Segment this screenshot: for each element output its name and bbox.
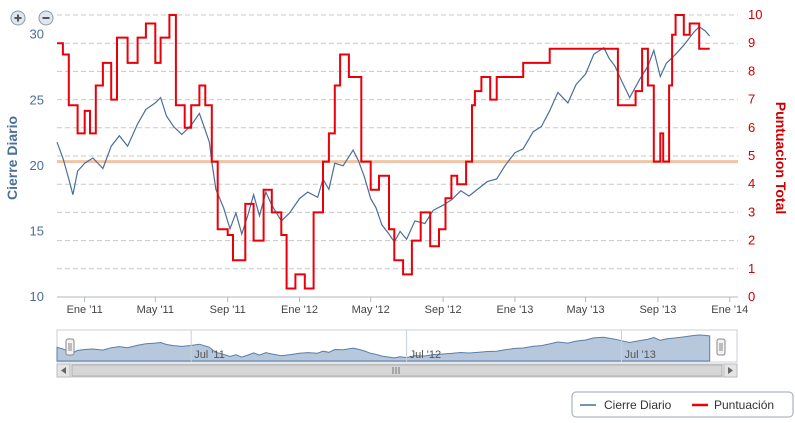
zoom-out-button[interactable] <box>38 10 54 26</box>
series-line-puntuacion <box>57 14 710 290</box>
x-tick-label: Sep '11 <box>210 304 246 316</box>
x-tick-label: Ene '12 <box>281 304 318 316</box>
arrow-left-icon <box>61 367 66 374</box>
zoom-in-icon <box>14 14 22 22</box>
x-tick-label: May '12 <box>352 304 390 316</box>
arrow-right-icon <box>728 367 733 374</box>
y-right-tick-label: 8 <box>748 63 755 78</box>
y-left-tick-label: 25 <box>30 92 44 107</box>
navigator-labels: Jul '11 Jul '12 Jul '13 <box>190 330 656 362</box>
x-tick-label: Ene '13 <box>496 304 533 316</box>
zoom-in-button[interactable] <box>10 10 26 26</box>
y-left-tick-label: 20 <box>30 158 44 173</box>
y-right-tick-label: 1 <box>748 261 755 276</box>
legend-label: Cierre Diario <box>604 398 672 412</box>
x-tick-label: May '13 <box>566 304 604 316</box>
x-tick-label: Sep '13 <box>639 304 676 316</box>
navigator-left-handle[interactable] <box>65 338 75 356</box>
navigator-label: Jul '12 <box>410 349 441 361</box>
y-right-tick-label: 4 <box>748 176 755 191</box>
navigator-right-handle[interactable] <box>716 338 726 356</box>
legend-label: Puntuación <box>714 398 774 412</box>
y-left-tick-label: 30 <box>30 27 44 42</box>
y-left-tick-label: 10 <box>30 289 44 304</box>
y-right-axis-title: Puntuacion Total <box>773 102 789 215</box>
navigator-area <box>56 334 711 362</box>
scrollbar-thumb[interactable] <box>71 364 723 377</box>
legend-item-cierre-diario[interactable]: Cierre Diario <box>580 398 672 412</box>
navigator[interactable]: Jul '11 Jul '12 Jul '13 <box>56 329 738 363</box>
legend-box <box>571 391 794 418</box>
series-line-cierre-diario <box>56 26 711 244</box>
y-right-tick-label: 10 <box>748 7 762 22</box>
y-right-tick-label: 9 <box>748 35 755 50</box>
x-axis-ticks: Ene '11 May '11 Sep '11 Ene '12 May '12 Sep '… <box>67 297 748 316</box>
scrollbar[interactable] <box>56 363 738 378</box>
x-tick-label: May '11 <box>137 304 174 316</box>
navigator-label: Jul '13 <box>624 349 655 361</box>
series-puntuacion <box>57 14 710 290</box>
legend-item-puntuacion[interactable]: Puntuación <box>692 398 774 412</box>
legend: Cierre Diario Puntuación <box>571 391 794 418</box>
y-left-axis-title: Cierre Diario <box>4 116 20 200</box>
scrollbar-grip-icon <box>392 367 400 374</box>
grid-lines <box>57 14 738 298</box>
y-left-tick-label: 15 <box>30 223 44 238</box>
y-right-axis-ticks: 0 1 2 3 4 5 6 7 8 9 10 <box>748 7 762 304</box>
x-tick-label: Sep '12 <box>425 304 462 316</box>
y-right-tick-label: 7 <box>748 92 755 107</box>
series-cierre-diario <box>56 26 711 244</box>
y-right-tick-label: 3 <box>748 204 755 219</box>
y-right-tick-label: 6 <box>748 120 755 135</box>
y-right-tick-label: 5 <box>748 148 755 163</box>
x-tick-label: Ene '14 <box>711 304 748 316</box>
navigator-label: Jul '11 <box>194 349 225 361</box>
x-tick-label: Ene '11 <box>67 304 103 316</box>
y-left-axis-ticks: 10 15 20 25 30 <box>30 27 44 304</box>
y-right-tick-label: 0 <box>748 289 755 304</box>
y-right-tick-label: 2 <box>748 233 755 248</box>
